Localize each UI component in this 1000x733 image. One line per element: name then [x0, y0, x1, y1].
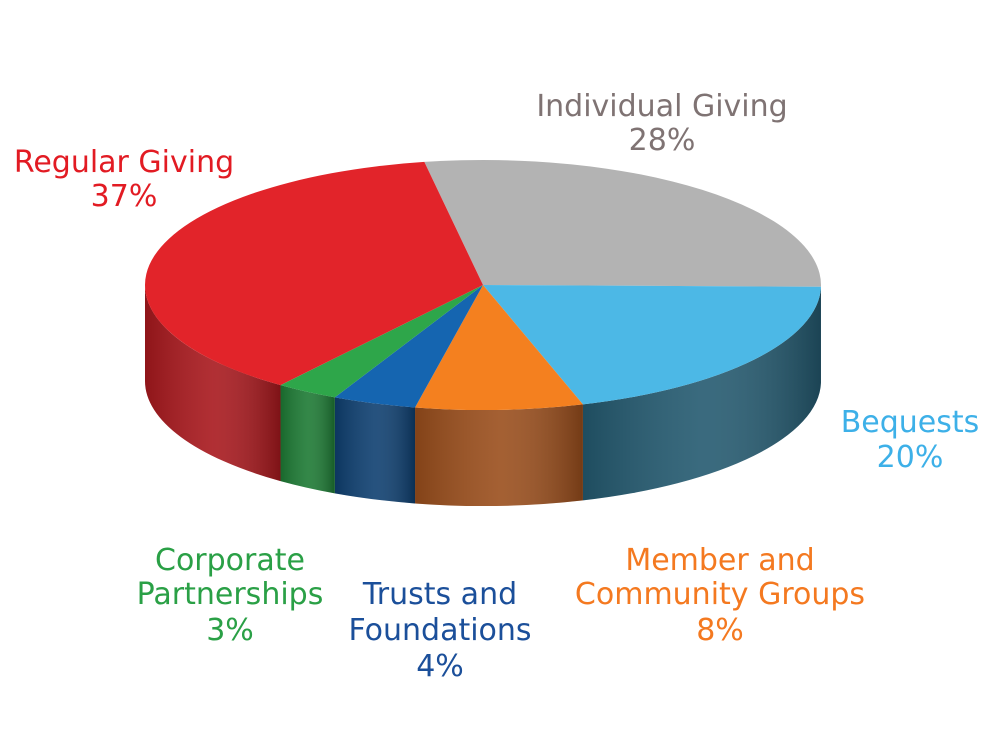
value-corporate: 3%: [206, 613, 254, 648]
slice-side-shading: [334, 397, 416, 504]
label-member-community-line1: Member and: [625, 543, 814, 578]
slice-side-shading: [145, 285, 281, 482]
slice-individual-giving: [424, 160, 821, 287]
pie-side-walls: [145, 285, 822, 506]
value-member-community: 8%: [696, 613, 744, 648]
label-trusts-line2: Foundations: [348, 613, 531, 648]
value-regular-giving: 37%: [91, 179, 158, 214]
label-individual-giving: Individual Giving: [536, 89, 787, 124]
value-individual-giving: 28%: [629, 123, 696, 158]
pie-top-faces: [144, 160, 821, 410]
slice-regular-giving: [144, 161, 484, 386]
slice-corporate-partnerships: [280, 285, 483, 398]
label-corporate-line2: Partnerships: [137, 577, 324, 612]
value-trusts: 4%: [416, 649, 464, 684]
slice-side-shading: [280, 385, 335, 494]
slice-side-shading: [582, 286, 821, 501]
slice-side-shading: [415, 404, 583, 506]
label-trusts-line1: Trusts and: [362, 577, 517, 612]
label-corporate-line1: Corporate: [155, 543, 305, 578]
label-member-community-line2: Community Groups: [575, 577, 865, 612]
slice-member-and-community-groups: [415, 285, 583, 410]
value-bequests: 20%: [877, 440, 944, 475]
slice-trusts-and-foundations: [334, 285, 483, 408]
slice-bequests: [483, 285, 821, 405]
label-regular-giving: Regular Giving: [14, 145, 234, 180]
label-bequests: Bequests: [841, 405, 980, 440]
